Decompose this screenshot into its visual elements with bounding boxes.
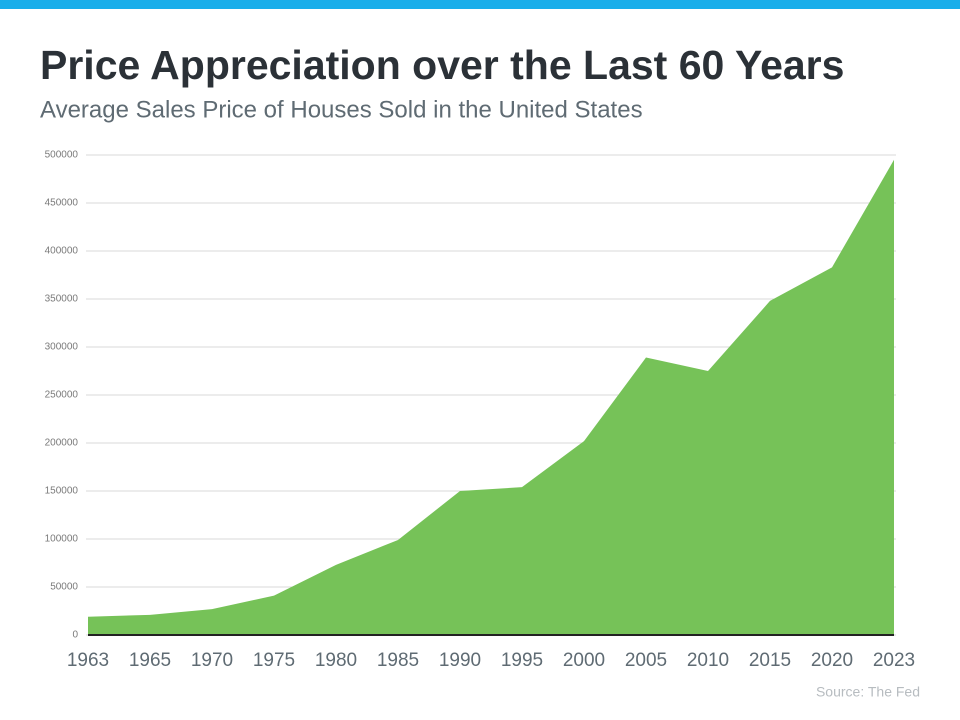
x-tick-label: 1963 (67, 650, 109, 671)
x-tick-label: 1985 (377, 650, 419, 671)
y-tick-label: 250000 (45, 390, 79, 401)
y-tick-label: 50000 (50, 582, 78, 593)
x-tick-label: 2000 (563, 650, 605, 671)
y-tick-label: 200000 (45, 438, 79, 449)
y-tick-label: 500000 (45, 150, 79, 161)
x-tick-label: 1995 (501, 650, 543, 671)
area (88, 159, 894, 636)
x-tick-label: 2023 (873, 650, 915, 671)
top-bar (0, 0, 960, 9)
x-tick-label: 1980 (315, 650, 357, 671)
x-tick-label: 1965 (129, 650, 171, 671)
x-tick-label: 1975 (253, 650, 295, 671)
y-tick-label: 300000 (45, 342, 79, 353)
x-tick-label: 1990 (439, 650, 481, 671)
chart-subtitle: Average Sales Price of Houses Sold in th… (40, 96, 643, 123)
y-tick-label: 450000 (45, 198, 79, 209)
y-tick-label: 100000 (45, 534, 79, 545)
x-tick-label: 2020 (811, 650, 853, 671)
source: Source: The Fed (816, 684, 920, 700)
y-tick-label: 0 (72, 630, 78, 641)
x-tick-label: 2015 (749, 650, 791, 671)
chart-title: Price Appreciation over the Last 60 Year… (40, 42, 844, 88)
y-tick-label: 350000 (45, 294, 79, 305)
x-tick-label: 1970 (191, 650, 233, 671)
y-tick-label: 150000 (45, 486, 79, 497)
x-tick-label: 2005 (625, 650, 667, 671)
y-tick-label: 400000 (45, 246, 79, 257)
x-tick-label: 2010 (687, 650, 729, 671)
